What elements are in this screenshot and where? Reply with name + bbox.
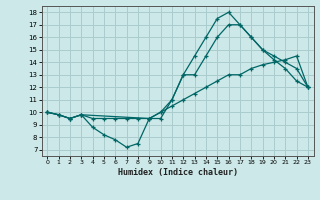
X-axis label: Humidex (Indice chaleur): Humidex (Indice chaleur): [118, 168, 237, 177]
